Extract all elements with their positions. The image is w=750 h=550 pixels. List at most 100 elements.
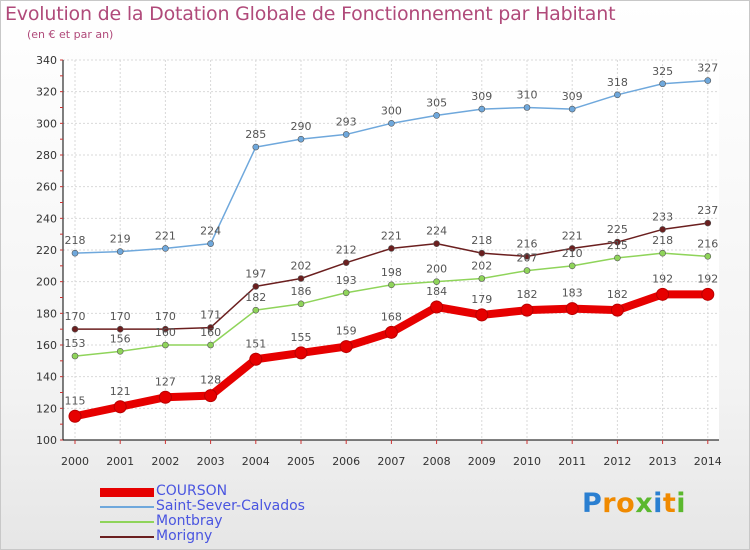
data-label-courson: 151 bbox=[245, 337, 266, 350]
data-point-morigny bbox=[71, 325, 79, 333]
data-point-morigny bbox=[207, 324, 214, 331]
data-label-courson: 182 bbox=[607, 288, 628, 301]
data-label-morigny: 224 bbox=[426, 225, 447, 238]
data-label-montbray: 156 bbox=[110, 332, 131, 345]
data-label-courson: 121 bbox=[110, 385, 131, 398]
x-tick-label: 2003 bbox=[197, 455, 225, 468]
data-label-courson: 168 bbox=[381, 310, 402, 323]
logo-letter: t bbox=[662, 488, 677, 519]
data-label-saint-sever-calvados: 325 bbox=[652, 65, 673, 78]
data-point-saint-sever-calvados bbox=[252, 143, 260, 151]
y-tick-label: 300 bbox=[36, 117, 57, 130]
data-label-morigny: 225 bbox=[607, 223, 628, 236]
data-label-morigny: 170 bbox=[110, 310, 131, 323]
data-point-courson bbox=[610, 303, 624, 317]
data-point-saint-sever-calvados bbox=[568, 105, 576, 113]
data-point-saint-sever-calvados bbox=[478, 105, 486, 113]
data-point-morigny bbox=[297, 275, 305, 282]
data-point-courson bbox=[475, 308, 489, 322]
x-tick-label: 2011 bbox=[558, 455, 586, 468]
chart-subtitle: (en € et par an) bbox=[27, 28, 114, 41]
data-point-courson bbox=[656, 287, 670, 301]
data-point-morigny bbox=[342, 259, 350, 266]
y-tick-label: 120 bbox=[36, 402, 57, 415]
y-tick-label: 180 bbox=[36, 307, 57, 320]
data-point-montbray bbox=[297, 300, 305, 308]
data-point-saint-sever-calvados bbox=[659, 80, 666, 88]
data-label-morigny: 202 bbox=[291, 260, 312, 273]
data-label-saint-sever-calvados: 285 bbox=[245, 128, 266, 141]
data-label-morigny: 212 bbox=[336, 244, 357, 257]
x-tick-label: 2009 bbox=[468, 455, 496, 468]
data-point-saint-sever-calvados bbox=[433, 112, 440, 119]
data-label-morigny: 197 bbox=[245, 267, 266, 280]
data-point-morigny bbox=[659, 226, 666, 233]
chart-title: Evolution de la Dotation Globale de Fonc… bbox=[5, 3, 616, 25]
data-label-saint-sever-calvados: 219 bbox=[110, 233, 131, 246]
data-label-montbray: 207 bbox=[517, 252, 538, 265]
legend-swatch bbox=[100, 536, 154, 538]
data-point-morigny bbox=[614, 238, 621, 246]
data-label-montbray: 215 bbox=[607, 239, 628, 252]
data-label-courson: 127 bbox=[155, 375, 176, 388]
logo-letter: i bbox=[676, 488, 687, 519]
data-label-montbray: 160 bbox=[200, 326, 221, 339]
legend-label: Morigny bbox=[156, 528, 213, 544]
data-point-morigny bbox=[433, 240, 440, 247]
data-point-montbray bbox=[478, 275, 486, 282]
data-point-saint-sever-calvados bbox=[614, 91, 621, 99]
y-tick-label: 280 bbox=[36, 149, 57, 162]
legend-label: Saint-Sever-Calvados bbox=[156, 498, 305, 514]
data-label-saint-sever-calvados: 310 bbox=[517, 89, 538, 102]
data-point-saint-sever-calvados bbox=[523, 104, 531, 111]
data-point-courson bbox=[294, 346, 308, 360]
data-point-montbray bbox=[162, 341, 169, 349]
data-label-saint-sever-calvados: 224 bbox=[200, 225, 221, 238]
data-label-morigny: 170 bbox=[65, 310, 86, 323]
data-point-courson bbox=[113, 400, 127, 414]
x-tick-label: 2007 bbox=[377, 455, 405, 468]
data-point-montbray bbox=[71, 352, 79, 360]
y-tick-label: 240 bbox=[36, 212, 57, 225]
data-label-morigny: 221 bbox=[562, 229, 583, 242]
data-point-morigny bbox=[116, 325, 124, 333]
y-tick-label: 340 bbox=[36, 54, 57, 67]
legend-label: Montbray bbox=[156, 513, 223, 529]
x-tick-label: 2010 bbox=[513, 455, 541, 468]
data-label-courson: 155 bbox=[291, 331, 312, 344]
legend-label: COURSON bbox=[156, 483, 228, 499]
data-point-saint-sever-calvados bbox=[388, 120, 395, 127]
data-point-saint-sever-calvados bbox=[297, 135, 305, 143]
x-tick-label: 2004 bbox=[242, 455, 270, 468]
data-label-courson: 192 bbox=[652, 272, 673, 285]
data-label-saint-sever-calvados: 218 bbox=[65, 234, 86, 247]
x-tick-label: 2005 bbox=[287, 455, 315, 468]
data-label-courson: 182 bbox=[517, 288, 538, 301]
data-point-montbray bbox=[388, 281, 395, 289]
data-label-saint-sever-calvados: 300 bbox=[381, 104, 402, 117]
data-point-montbray bbox=[433, 278, 440, 285]
data-label-courson: 159 bbox=[336, 325, 357, 338]
proxiti-logo: Proxiti bbox=[582, 488, 686, 519]
x-tick-label: 2002 bbox=[151, 455, 179, 468]
data-label-montbray: 200 bbox=[426, 263, 447, 276]
data-point-courson bbox=[430, 300, 444, 314]
data-point-montbray bbox=[116, 348, 124, 355]
data-label-courson: 184 bbox=[426, 285, 447, 298]
x-tick-label: 2001 bbox=[106, 455, 134, 468]
y-tick-label: 160 bbox=[36, 339, 57, 352]
data-point-courson bbox=[565, 302, 579, 316]
y-tick-label: 320 bbox=[36, 86, 57, 99]
logo-letter: i bbox=[653, 488, 663, 519]
data-point-saint-sever-calvados bbox=[116, 248, 124, 255]
data-label-morigny: 237 bbox=[697, 204, 718, 217]
data-point-courson bbox=[249, 352, 263, 366]
data-label-montbray: 216 bbox=[697, 237, 718, 250]
data-point-saint-sever-calvados bbox=[207, 240, 214, 247]
data-label-montbray: 210 bbox=[562, 247, 583, 260]
data-point-montbray bbox=[568, 262, 576, 270]
y-tick-label: 260 bbox=[36, 181, 57, 194]
y-tick-label: 100 bbox=[36, 434, 57, 447]
legend-swatch bbox=[100, 521, 154, 523]
data-label-saint-sever-calvados: 318 bbox=[607, 76, 628, 89]
